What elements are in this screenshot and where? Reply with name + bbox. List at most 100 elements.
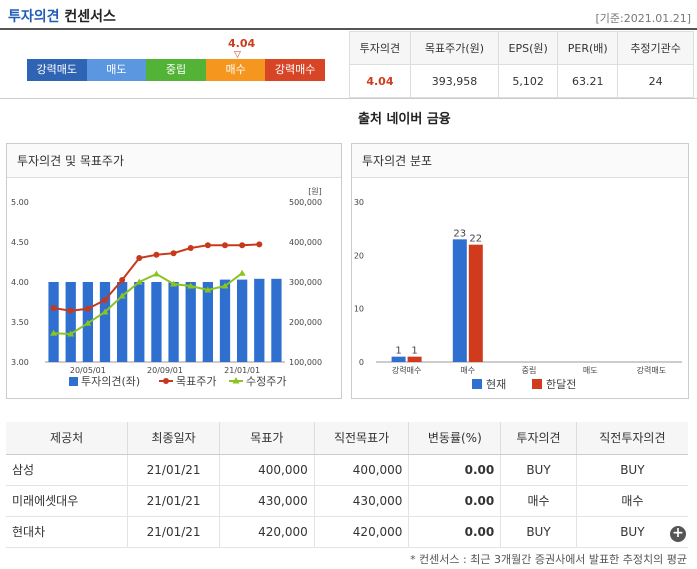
table-row: 현대차 21/01/21 420,000 420,000 0.00 BUY BUY <box>6 516 688 548</box>
y-tick-label: 10 <box>354 305 364 314</box>
table-header: 직전투자의견 <box>575 422 688 455</box>
chart-title: 투자의견 및 목표주가 <box>7 144 341 178</box>
table-header: 목표가 <box>219 422 315 455</box>
target-price-point <box>170 250 177 257</box>
table-cell: 430,000 <box>313 485 409 517</box>
scale-neutral: 중립 <box>146 59 206 81</box>
adjusted-price-point <box>135 278 143 285</box>
adjusted-price-point <box>238 269 246 276</box>
legend-label: 한달전 <box>546 378 576 391</box>
table-cell: BUY <box>500 516 577 548</box>
adjusted-price-point <box>221 282 229 289</box>
target-price-point <box>67 307 74 314</box>
target-price-point <box>119 277 126 283</box>
chart-title: 투자의견 분포 <box>352 144 688 178</box>
target-price-point <box>136 255 143 261</box>
target-price-point <box>239 242 246 249</box>
opinion-bar <box>99 282 111 362</box>
scale-marker-icon: ▽ <box>234 50 241 60</box>
header-rule <box>0 28 697 30</box>
legend-label: 목표주가 <box>176 375 216 388</box>
y-left-tick-label: 5.00 <box>11 198 29 207</box>
opinion-scale-bar: 강력매도 매도 중립 매수 강력매수 <box>27 59 325 81</box>
opinion-bar <box>271 278 282 362</box>
summary-target-price: 393,958 <box>409 64 500 98</box>
table-row: 미래에셋대우 21/01/21 430,000 430,000 0.00 매수 매수 <box>6 485 688 517</box>
target-price-point <box>50 305 57 311</box>
data-label: 23 <box>453 228 466 239</box>
opinion-bar <box>168 282 179 362</box>
opinion-distribution-panel: 투자의견 분포 <box>351 143 689 399</box>
page-title: 투자의견 컨센서스 <box>8 9 116 25</box>
table-header: 변동률(%) <box>408 422 501 455</box>
scale-strong-buy: 강력매수 <box>265 59 325 81</box>
table-cell: 21/01/21 <box>127 516 220 548</box>
adjusted-price-point <box>152 270 160 277</box>
target-price-point <box>222 242 228 249</box>
adjusted-price-point <box>84 319 92 326</box>
opinion-bar <box>237 279 248 362</box>
footnote: * 컨센서스 : 최근 3개월간 증권사에서 발표한 추정치의 평균 <box>410 553 687 566</box>
y-tick-label: 20 <box>354 251 364 260</box>
legend-label: 현재 <box>486 378 506 391</box>
scale-sell: 매도 <box>86 59 147 81</box>
table-cell: 420,000 <box>313 516 409 548</box>
source-note: 출처 네이버 금융 <box>358 112 451 127</box>
x-tick-label: 중립 <box>522 366 537 375</box>
x-tick-label: 강력매수 <box>392 365 421 375</box>
summary-per: 63.21 <box>557 64 619 98</box>
legend-swatch <box>472 379 482 389</box>
table-header: 투자의견 <box>500 422 577 455</box>
x-tick-label: 매도 <box>583 366 598 375</box>
adjusted-price-point <box>204 286 212 293</box>
summary-opinion: 4.04 <box>349 64 411 98</box>
scale-buy: 매수 <box>205 59 266 81</box>
y-right-tick-label: 500,000 <box>289 198 322 207</box>
x-tick-label: 20/05/01 <box>70 366 106 375</box>
target-price-point <box>153 251 160 258</box>
table-cell: 21/01/21 <box>127 485 220 517</box>
adjusted-price-point <box>170 280 178 287</box>
summary-header: PER(배) <box>557 31 619 65</box>
x-tick-label: 매수 <box>460 366 475 375</box>
table-cell: 420,000 <box>219 516 315 548</box>
opinion-bar <box>65 282 76 362</box>
table-cell: 매수 <box>500 485 577 517</box>
table-header: 직전목표가 <box>313 422 409 455</box>
distribution-bar <box>452 239 467 362</box>
y-right-tick-label: 300,000 <box>289 278 322 287</box>
y-left-tick-label: 3.50 <box>11 318 29 327</box>
legend-bar-swatch <box>69 377 78 386</box>
table-cell: 삼성 <box>6 454 128 486</box>
table-cell: 400,000 <box>313 454 409 486</box>
opinion-bar <box>202 282 213 362</box>
y-left-tick-label: 3.00 <box>11 358 29 367</box>
legend-point-swatch <box>163 378 169 384</box>
adjusted-price-point <box>67 330 75 337</box>
adjusted-price-point <box>101 308 109 315</box>
opinion-bar <box>219 279 231 362</box>
target-price-point <box>204 242 211 249</box>
x-tick-label: 21/01/01 <box>224 366 260 375</box>
table-cell: 0.00 <box>408 516 501 548</box>
summary-header: 목표주가(원) <box>409 31 500 65</box>
opinion-bar <box>48 282 59 362</box>
summary-eps: 5,102 <box>498 64 559 98</box>
data-label: 22 <box>469 234 482 245</box>
table-cell: 0.00 <box>408 454 501 486</box>
legend-point-swatch <box>232 377 240 384</box>
y-right-unit: [원] <box>308 187 322 196</box>
opinion-price-chart-panel: 투자의견 및 목표주가 <box>6 143 342 399</box>
table-cell: 매수 <box>575 485 688 517</box>
table-row: 삼성 21/01/21 400,000 400,000 0.00 BUY BUY <box>6 454 688 486</box>
y-left-tick-label: 4.00 <box>11 278 29 287</box>
table-cell: 현대차 <box>6 516 128 548</box>
more-button[interactable]: + <box>670 526 686 542</box>
target-price-point <box>84 305 91 312</box>
opinion-bar <box>134 282 145 362</box>
target-price-point <box>102 297 108 303</box>
summary-header: 추정기관수 <box>617 31 694 65</box>
opinion-price-chart: 5.00 4.50 4.00 3.50 3.00 500,000 400,000 300,00… <box>11 187 322 388</box>
distribution-bar <box>391 356 406 362</box>
table-cell: BUY <box>500 454 577 486</box>
